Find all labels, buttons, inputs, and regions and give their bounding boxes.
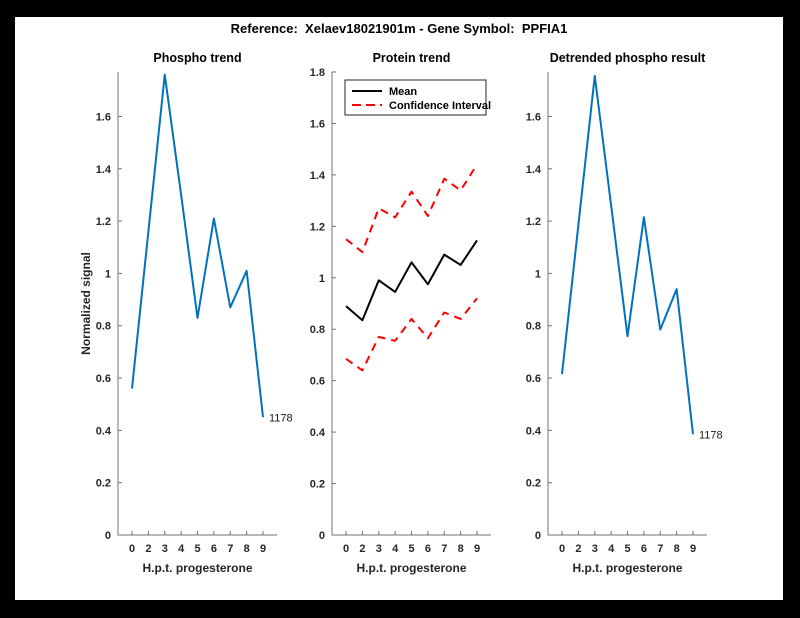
y-tick-label: 0.6 (96, 373, 111, 385)
y-tick-label: 1.4 (310, 170, 326, 182)
x-tick-label: 7 (657, 543, 663, 555)
series-mean (345, 239, 478, 322)
axes-spines (331, 72, 491, 536)
x-tick-label: 7 (227, 543, 233, 555)
x-tick-label: 4 (178, 543, 185, 555)
legend-label: Mean (389, 86, 417, 98)
chart-detrended-phospho-result: 00.20.40.60.811.21.41.60 2 3 4 5 6 7 8 9Detrende… (526, 51, 723, 575)
endpoint-label: 1178 (699, 429, 723, 441)
y-tick-label: 1.6 (526, 111, 541, 123)
y-tick-label: 0.4 (310, 427, 326, 439)
y-tick-label: 0.6 (310, 376, 325, 388)
y-tick-label: 1.2 (526, 216, 541, 228)
series-confidence-interval-lower (345, 297, 478, 372)
y-tick-label: 0.8 (96, 321, 111, 333)
x-tick-label: 7 (441, 543, 447, 555)
x-tick-label: 9 (690, 543, 696, 555)
series-detrended-phospho-signal (561, 74, 694, 435)
x-tick-label: 3 (376, 543, 382, 555)
x-tick-label: 8 (244, 543, 250, 555)
y-tick-label: 0.2 (310, 479, 325, 491)
y-tick-label: 0.8 (310, 324, 325, 336)
x-tick-label: 9 (260, 543, 266, 555)
y-tick-label: 1 (319, 273, 325, 285)
x-tick-label: 5 (624, 543, 630, 555)
x-tick-label: 6 (425, 543, 431, 555)
axes-spines (547, 72, 707, 536)
y-tick-label: 0.6 (526, 373, 541, 385)
legend-box (344, 79, 487, 116)
x-axis-label: H.p.t. progesterone (572, 561, 682, 575)
y-tick-label: 1.6 (96, 111, 111, 123)
x-tick-label: 0 (343, 543, 349, 555)
series-confidence-interval-upper (345, 164, 478, 254)
x-tick-label: 2 (359, 543, 365, 555)
x-axis-label: H.p.t. progesterone (142, 561, 252, 575)
x-tick-label: 0 (559, 543, 565, 555)
y-tick-label: 0 (535, 530, 541, 542)
x-tick-label: 5 (408, 543, 414, 555)
y-tick-label: 0.4 (526, 425, 542, 437)
x-tick-label: 4 (608, 543, 615, 555)
x-tick-label: 5 (194, 543, 200, 555)
endpoint-label: 1178 (269, 412, 293, 424)
y-tick-label: 1 (535, 268, 541, 280)
chart-protein-trend: 00.20.40.60.811.21.41.61.80 2 3 4 5 6 7 8 9Prote… (310, 51, 491, 575)
chart-title: Phospho trend (153, 51, 241, 65)
y-tick-label: 1.2 (310, 221, 325, 233)
y-tick-label: 1.8 (310, 67, 325, 79)
y-tick-label: 0.8 (526, 321, 541, 333)
y-tick-label: 1.4 (96, 164, 112, 176)
x-axis-label: H.p.t. progesterone (356, 561, 466, 575)
chart-title: Detrended phospho result (550, 51, 706, 65)
x-tick-label: 3 (592, 543, 598, 555)
y-tick-label: 0 (319, 530, 325, 542)
figure-title: Reference: Xelaev18021901m - Gene Symbol… (230, 21, 568, 36)
x-tick-label: 9 (474, 543, 480, 555)
y-tick-label: 0.4 (96, 425, 112, 437)
y-tick-label: 0.2 (526, 478, 541, 490)
y-tick-label: 1 (105, 268, 111, 280)
y-tick-label: 1.6 (310, 118, 325, 130)
x-tick-label: 2 (145, 543, 151, 555)
y-tick-label: 1.2 (96, 216, 111, 228)
x-tick-label: 0 (129, 543, 135, 555)
y-axis-label: Normalized signal (79, 252, 93, 355)
chart-title: Protein trend (373, 51, 451, 65)
x-tick-label: 8 (674, 543, 680, 555)
x-tick-label: 4 (392, 543, 399, 555)
y-tick-label: 0.2 (96, 478, 111, 490)
chart-phospho-trend: 00.20.40.60.811.21.41.60 2 3 4 5 6 7 8 9Phospho … (79, 51, 293, 575)
x-tick-label: 8 (458, 543, 464, 555)
x-tick-label: 6 (211, 543, 217, 555)
x-tick-label: 3 (162, 543, 168, 555)
y-tick-label: 1.4 (526, 164, 542, 176)
x-tick-label: 6 (641, 543, 647, 555)
x-tick-label: 2 (575, 543, 581, 555)
series-phospho-signal (131, 73, 264, 418)
matlab-figure: Reference: Xelaev18021901m - Gene Symbol… (15, 17, 783, 600)
legend-label: Confidence Interval (389, 100, 491, 112)
y-tick-label: 0 (105, 530, 111, 542)
